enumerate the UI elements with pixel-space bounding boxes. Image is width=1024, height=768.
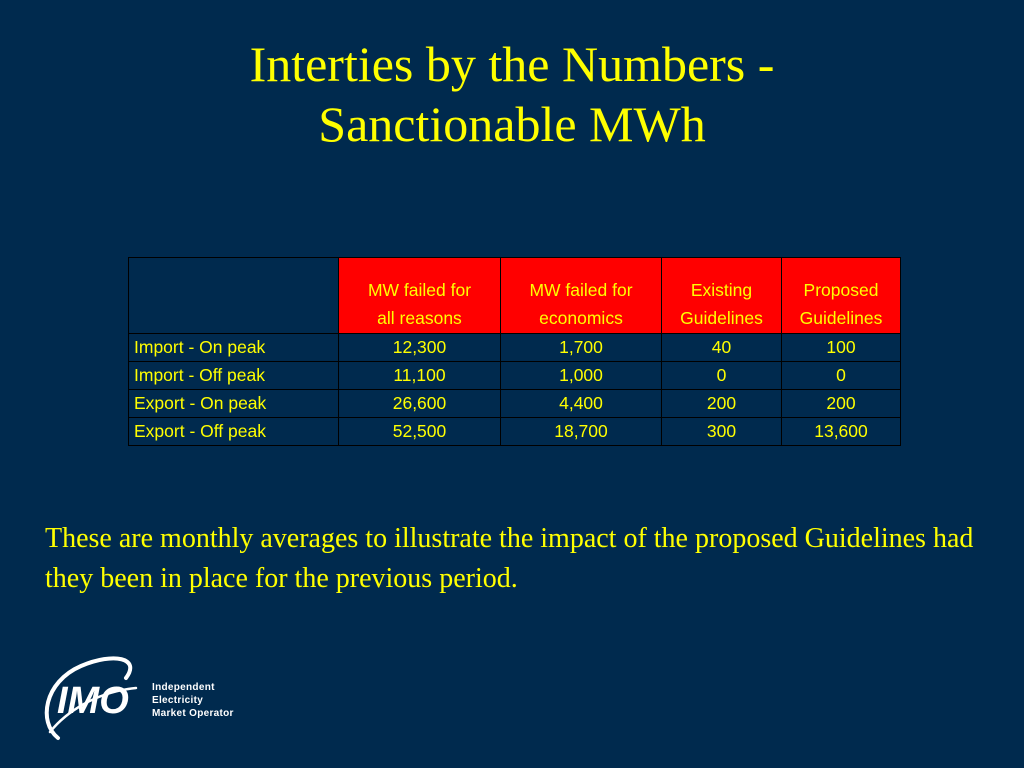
sanctionable-mwh-table: MW failed for all reasons MW failed for ec… <box>128 257 901 446</box>
table-header-cell: MW failed for economics <box>500 257 662 334</box>
imo-logo: IMO <box>44 656 138 740</box>
slide-title-line-1: Interties by the Numbers - <box>249 36 775 92</box>
logo-wordmark: IMO <box>57 680 129 722</box>
row-label: Export - Off peak <box>128 417 339 446</box>
table-cell: 0 <box>781 361 901 390</box>
table-cell: 1,700 <box>500 333 662 362</box>
logo-swoosh <box>44 656 133 740</box>
table-cell: 300 <box>661 417 782 446</box>
table-header-cell: Proposed Guidelines <box>781 257 901 334</box>
table-cell: 200 <box>781 389 901 418</box>
table-cell: 1,000 <box>500 361 662 390</box>
table-row: Export - On peak 26,600 4,400 200 200 <box>128 389 901 418</box>
slide-title-line-2: Sanctionable MWh <box>318 96 706 152</box>
table-row: Export - Off peak 52,500 18,700 300 13,6… <box>128 417 901 446</box>
table-cell: 52,500 <box>338 417 501 446</box>
table-cell: 4,400 <box>500 389 662 418</box>
table-header-cell: MW failed for all reasons <box>338 257 501 334</box>
row-label: Export - On peak <box>128 389 339 418</box>
table-cell: 200 <box>661 389 782 418</box>
table-cell: 12,300 <box>338 333 501 362</box>
slide-title: Interties by the Numbers - Sanctionable … <box>0 34 1024 154</box>
table-cell: 40 <box>661 333 782 362</box>
table-cell: 26,600 <box>338 389 501 418</box>
table-cell: 18,700 <box>500 417 662 446</box>
logo-tagline-line: Market Operator <box>152 708 234 719</box>
table-header-row: MW failed for all reasons MW failed for ec… <box>128 257 901 334</box>
table-header-cell: Existing Guidelines <box>661 257 782 334</box>
row-label: Import - On peak <box>128 333 339 362</box>
table-cell: 100 <box>781 333 901 362</box>
logo-tagline-line: Independent <box>152 682 215 693</box>
table-header-blank <box>128 257 339 334</box>
footnote-text: These are monthly averages to illustrate… <box>45 523 974 594</box>
logo-tagline-line: Electricity <box>152 695 204 706</box>
table-cell: 13,600 <box>781 417 901 446</box>
row-label: Import - Off peak <box>128 361 339 390</box>
table-row: Import - On peak 12,300 1,700 40 100 <box>128 333 901 362</box>
table-row: Import - Off peak 11,100 1,000 0 0 <box>128 361 901 390</box>
logo-tagline: Independent Electricity Market Operator <box>152 681 234 720</box>
table-cell: 11,100 <box>338 361 501 390</box>
table-cell: 0 <box>661 361 782 390</box>
